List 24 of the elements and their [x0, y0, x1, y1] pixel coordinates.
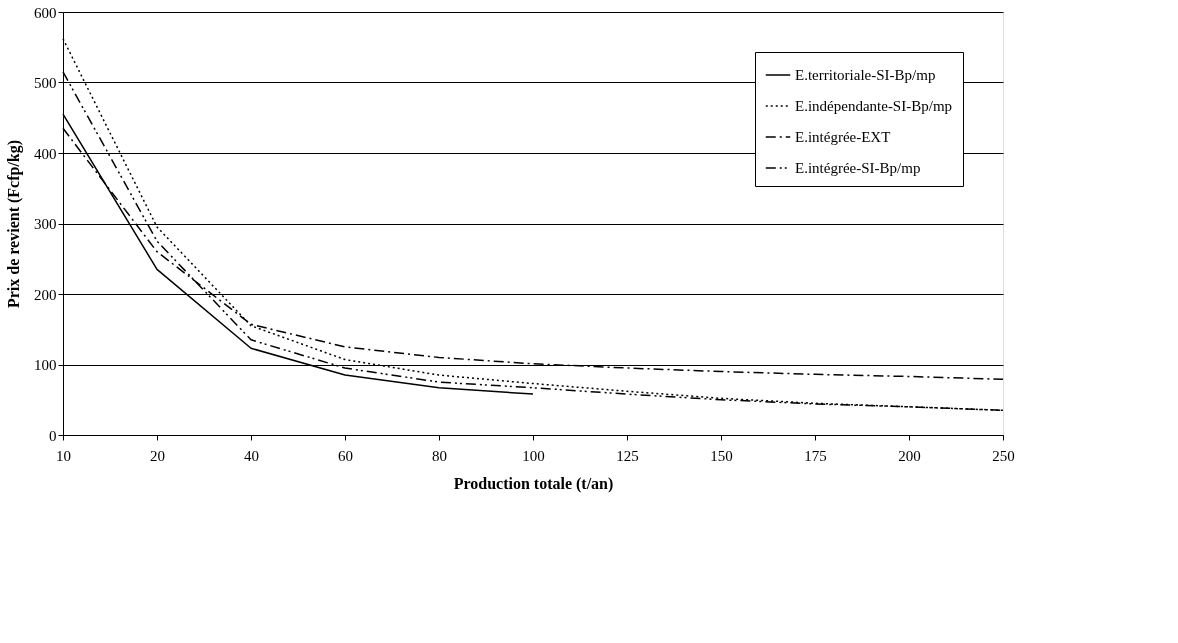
- x-tick-label: 125: [616, 447, 639, 464]
- y-tick-label: 0: [49, 427, 57, 444]
- x-axis-title: Production totale (t/an): [453, 474, 614, 493]
- x-tick-label: 250: [992, 447, 1015, 464]
- y-tick-label: 100: [34, 357, 57, 373]
- x-tick-label: 175: [804, 447, 827, 464]
- x-tick-label: 100: [522, 447, 545, 464]
- x-tick-label: 200: [898, 447, 921, 464]
- legend-label: E.territoriale-SI-Bp/mp: [795, 67, 936, 83]
- legend-label: E.intégrée-SI-Bp/mp: [795, 160, 921, 176]
- x-tick-label: 150: [710, 447, 733, 464]
- y-axis-title: Prix de revient (Fcfp/kg): [5, 139, 23, 309]
- x-tick-label: 40: [244, 447, 259, 464]
- x-tick-label: 20: [150, 447, 165, 464]
- y-tick-label: 300: [34, 216, 57, 232]
- legend-label: E.intégrée-EXT: [795, 129, 891, 145]
- legend-label: E.indépendante-SI-Bp/mp: [795, 98, 953, 114]
- x-tick-label: 10: [56, 447, 71, 464]
- y-tick-label: 200: [34, 286, 57, 303]
- x-tick-label: 60: [338, 447, 353, 464]
- y-tick-label: 600: [34, 4, 57, 21]
- y-tick-label: 400: [34, 145, 57, 162]
- y-tick-label: 500: [34, 75, 57, 91]
- x-tick-label: 80: [432, 447, 447, 464]
